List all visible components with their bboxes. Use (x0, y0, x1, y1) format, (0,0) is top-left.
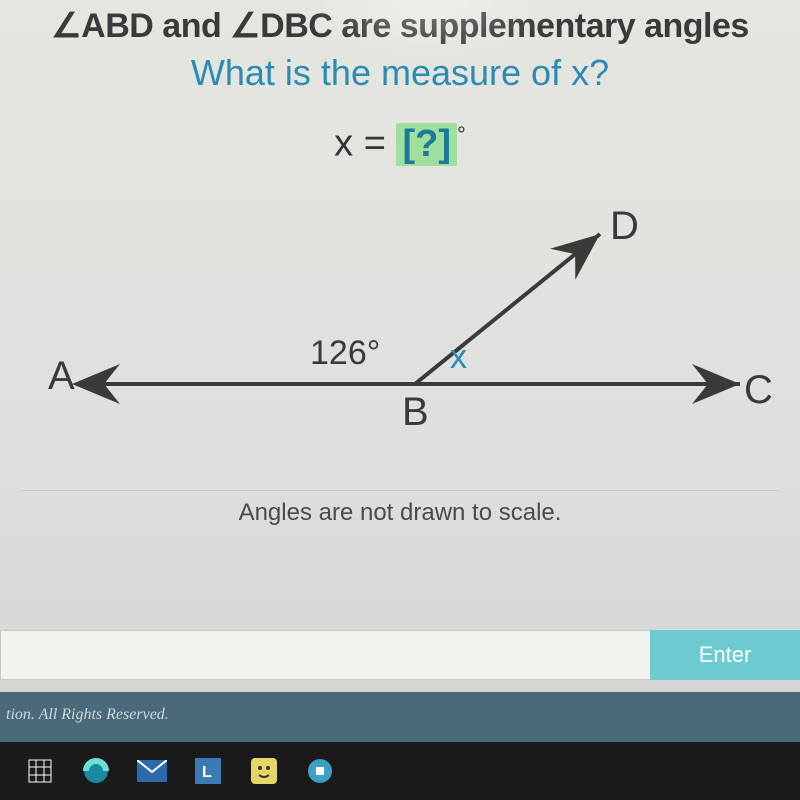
placeholder-question: ? (415, 123, 438, 165)
bracket-open: [ (402, 123, 415, 165)
angle-abd-label: 126° (310, 334, 380, 373)
question-prompt: What is the measure of x? (20, 52, 780, 94)
svg-text:L: L (202, 764, 212, 781)
problem-statement: ∠ABD and ∠DBC are supplementary angles (20, 6, 780, 46)
taskbar: L (0, 742, 800, 800)
equation: x = [?] ° (20, 122, 780, 166)
answer-input[interactable] (0, 630, 650, 680)
diagram-svg (20, 194, 780, 484)
diagram-note: Angles are not drawn to scale. (20, 490, 780, 527)
copyright-footer: tion. All Rights Reserved. (0, 692, 800, 742)
quiz-screen: ∠ABD and ∠DBC are supplementary angles W… (0, 0, 800, 800)
answer-placeholder[interactable]: [?] (396, 123, 457, 166)
label-c: C (744, 368, 773, 413)
bracket-close: ] (438, 123, 451, 165)
label-a: A (48, 354, 75, 399)
footer-text: tion. All Rights Reserved. (6, 706, 169, 723)
ray-bd (415, 234, 600, 384)
enter-button[interactable]: Enter (650, 630, 800, 680)
app-circle-icon[interactable] (304, 755, 336, 787)
taskbar-grid-icon[interactable] (24, 755, 56, 787)
angle-diagram: A B C D 126° x (20, 194, 780, 484)
label-b: B (402, 390, 429, 435)
equation-lhs: x = (334, 123, 386, 165)
angle-dbc-label: x (450, 338, 467, 377)
app-yellow-icon[interactable] (248, 755, 280, 787)
answer-bar: Enter (0, 630, 800, 680)
mail-icon[interactable] (136, 755, 168, 787)
label-d: D (610, 204, 639, 249)
app-l-icon[interactable]: L (192, 755, 224, 787)
degree-symbol: ° (457, 122, 466, 147)
edge-icon[interactable] (80, 755, 112, 787)
